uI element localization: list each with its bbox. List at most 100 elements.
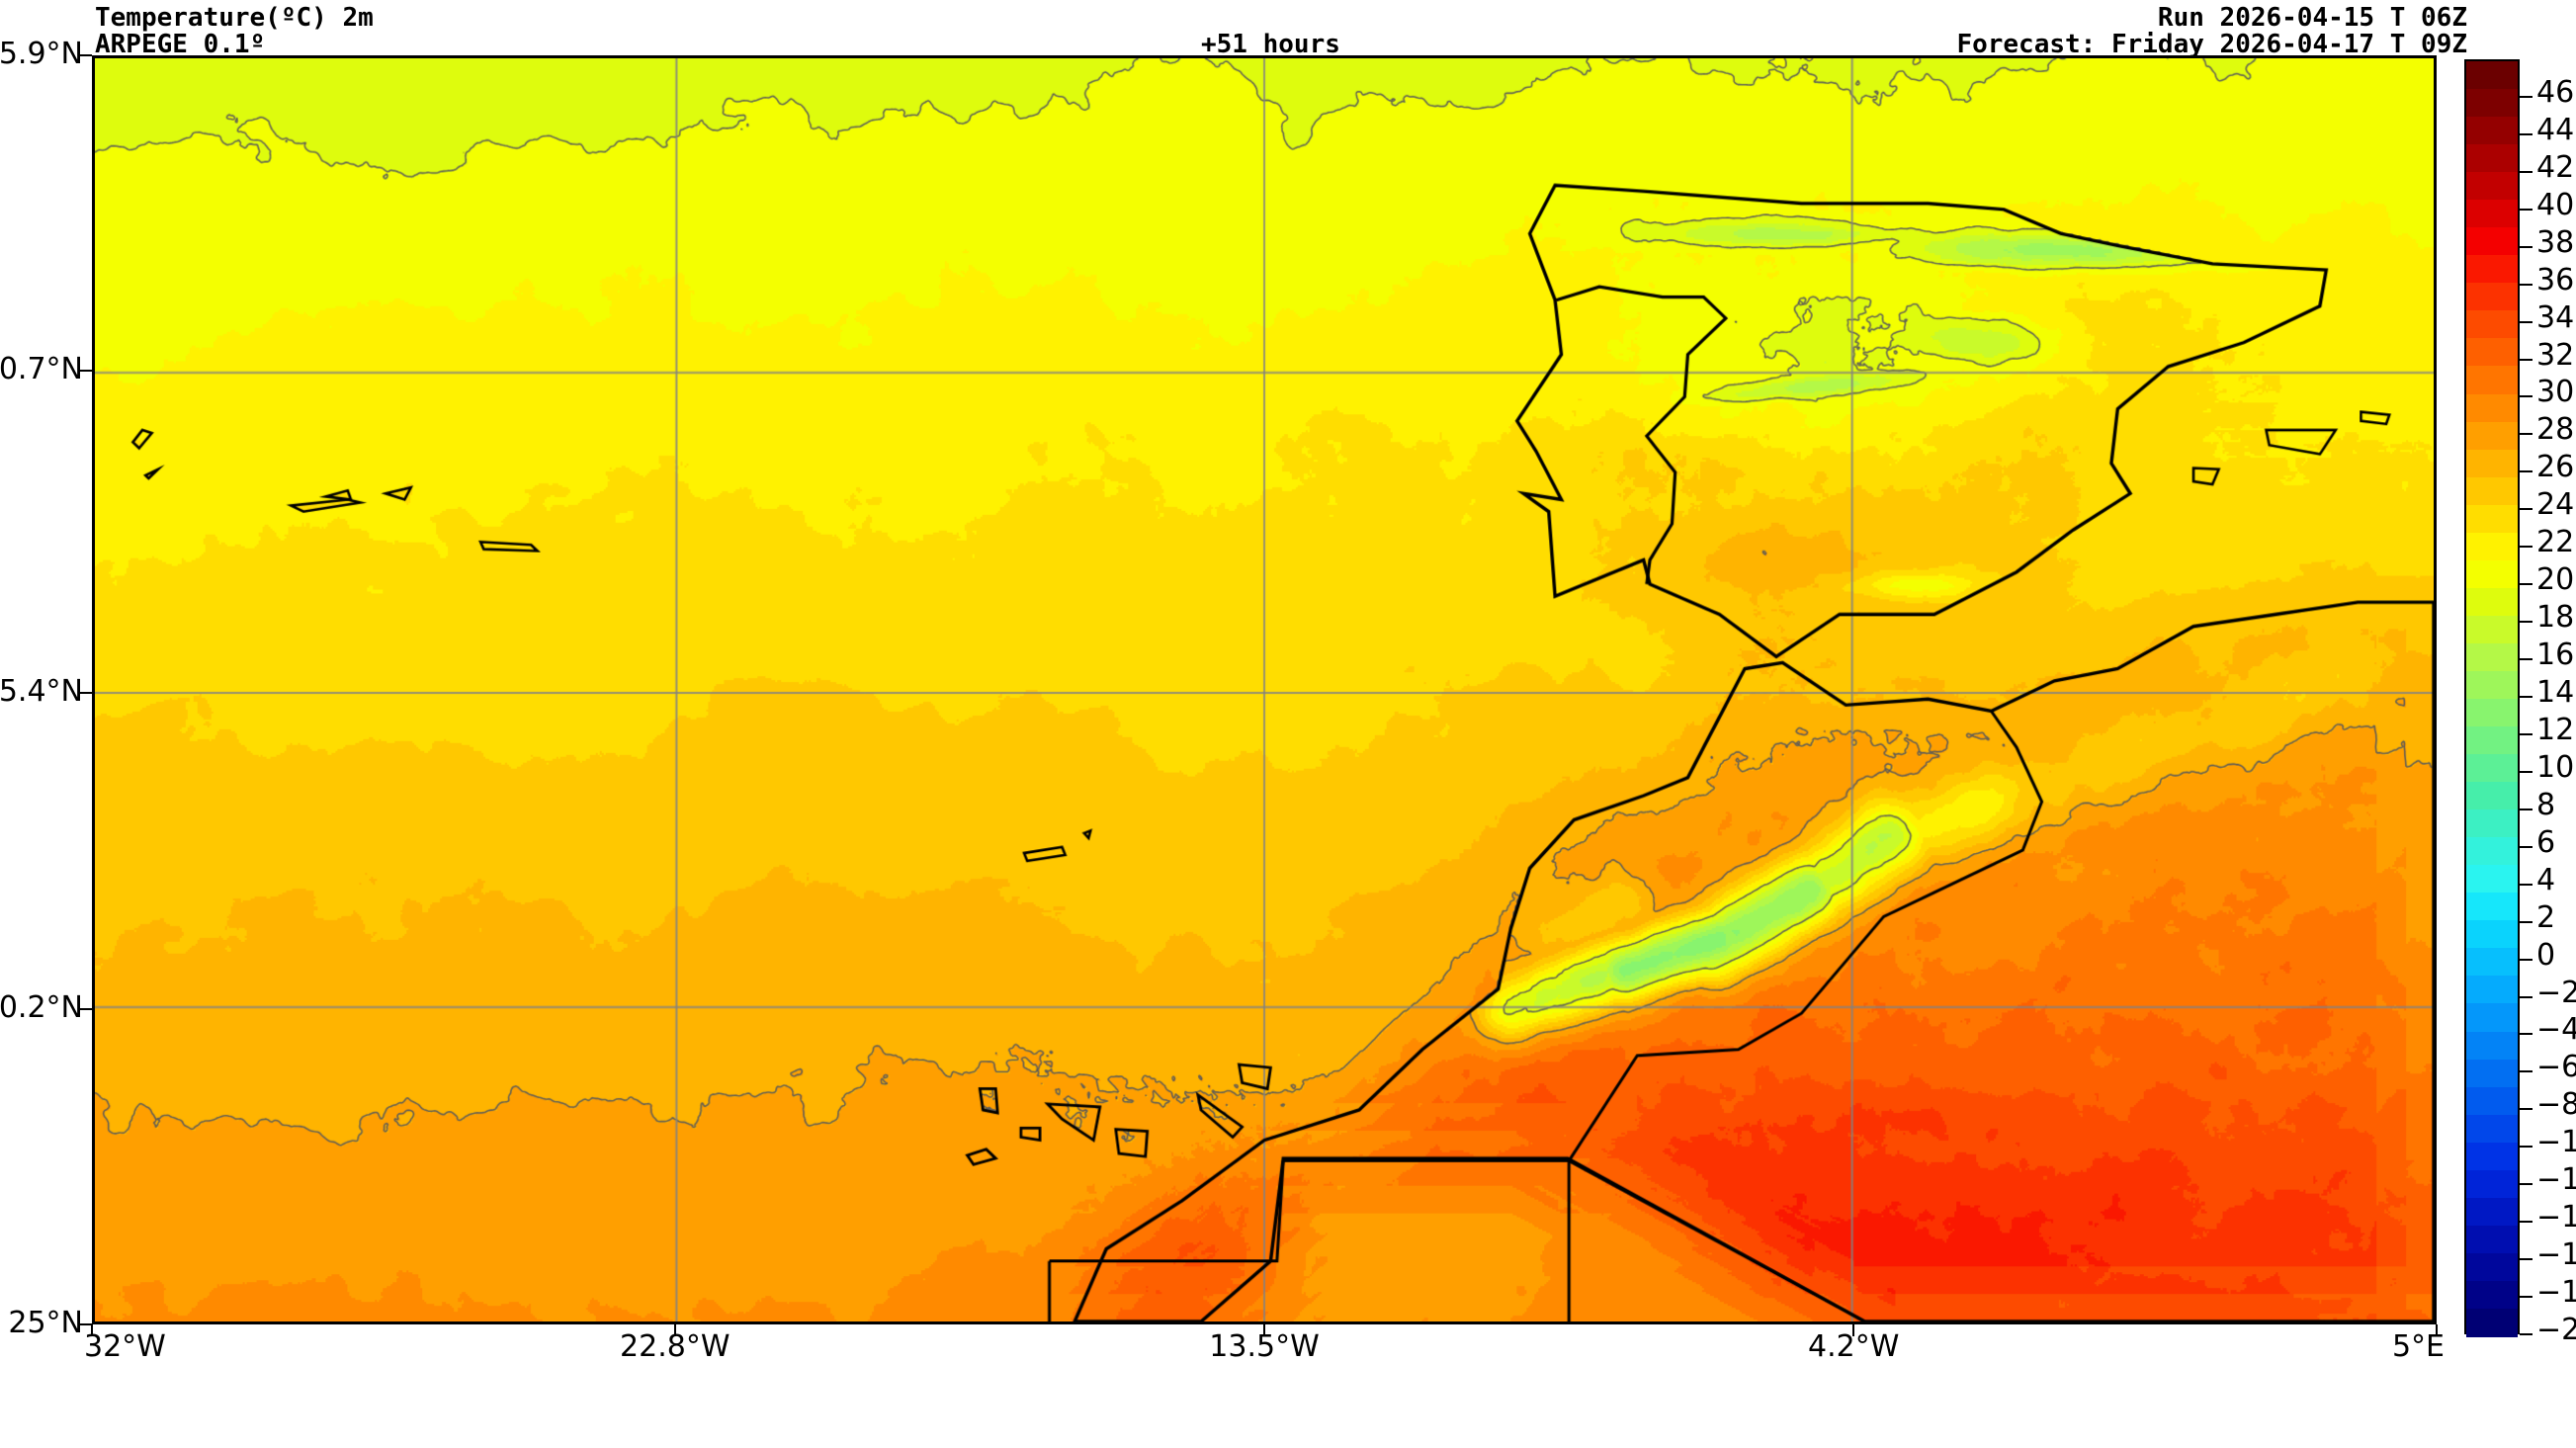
colorbar-segment	[2466, 699, 2518, 727]
colorbar-segment	[2466, 1308, 2518, 1337]
colorbar-segment	[2466, 1252, 2518, 1282]
colorbar-label: 30	[2536, 375, 2575, 410]
colorbar-tick	[2520, 433, 2533, 436]
colorbar-segment	[2466, 117, 2518, 145]
colorbar-tick	[2520, 583, 2533, 586]
colorbar-label: 36	[2536, 262, 2575, 298]
colorbar-label: 46	[2536, 74, 2575, 110]
colorbar-label: 4	[2536, 862, 2556, 897]
colorbar-label: 38	[2536, 224, 2575, 260]
colorbar-segment	[2466, 948, 2518, 978]
colorbar-segment	[2466, 255, 2518, 285]
colorbar-tick	[2520, 920, 2533, 923]
colorbar-segment	[2466, 754, 2518, 783]
colorbar-segment	[2466, 670, 2518, 700]
colorbar-label: 6	[2536, 824, 2556, 860]
colorbar-segment	[2466, 200, 2518, 229]
colorbar-segment	[2466, 865, 2518, 894]
colorbar-tick	[2520, 1033, 2533, 1036]
y-axis-tick	[80, 54, 92, 56]
colorbar-segment	[2466, 642, 2518, 672]
colorbar-tick	[2520, 320, 2533, 323]
colorbar-tick	[2520, 883, 2533, 886]
colorbar-tick	[2520, 1333, 2533, 1335]
colorbar-label: 26	[2536, 450, 2575, 485]
y-axis-label: 45.9°N	[0, 37, 83, 71]
colorbar-label: −14	[2536, 1200, 2576, 1235]
colorbar-label: 42	[2536, 149, 2575, 185]
colorbar-segment	[2466, 920, 2518, 950]
colorbar-tick	[2520, 1146, 2533, 1149]
page-title: Temperature(ºC) 2m	[95, 3, 374, 33]
colorbar-tick	[2520, 1258, 2533, 1261]
colorbar-tick	[2520, 732, 2533, 735]
y-axis-label: 35.4°N	[0, 674, 83, 710]
run-label: Run 2026-04-15 T 06Z	[2157, 3, 2467, 33]
forecast-label: Forecast: Friday 2026-04-17 T 09Z	[1956, 30, 2467, 59]
colorbar-label: −18	[2536, 1275, 2576, 1311]
y-axis-tick	[80, 370, 92, 373]
colorbar-tick	[2520, 283, 2533, 286]
colorbar-tick	[2520, 546, 2533, 549]
colorbar-label: −8	[2536, 1087, 2576, 1123]
colorbar-segment	[2466, 1280, 2518, 1310]
temperature-map-plot	[92, 55, 2437, 1324]
colorbar-segment	[2466, 1142, 2518, 1171]
colorbar-tick	[2520, 621, 2533, 624]
colorbar-tick	[2520, 1296, 2533, 1299]
x-axis-label: 5°E	[2391, 1329, 2445, 1364]
colorbar-label: 0	[2536, 937, 2556, 973]
colorbar-label: 24	[2536, 487, 2575, 523]
colorbar-segment	[2466, 421, 2518, 451]
colorbar-segment	[2466, 89, 2518, 118]
colorbar-tick	[2520, 508, 2533, 511]
colorbar-label: 10	[2536, 749, 2575, 785]
colorbar-tick	[2520, 170, 2533, 173]
colorbar-tick	[2520, 395, 2533, 398]
colorbar-label: 12	[2536, 712, 2575, 747]
colorbar-tick	[2520, 845, 2533, 848]
colorbar-label: −20	[2536, 1313, 2576, 1347]
x-axis-label: 4.2°W	[1808, 1329, 1900, 1364]
colorbar-tick	[2520, 1108, 2533, 1111]
colorbar-label: −16	[2536, 1237, 2576, 1273]
chart-header: Temperature(ºC) 2m ARPEGE 0.1º +51 hours…	[0, 0, 2576, 59]
colorbar-tick	[2520, 1183, 2533, 1186]
colorbar-segment	[2466, 310, 2518, 340]
colorbar-label: −6	[2536, 1050, 2576, 1085]
colorbar-segment	[2466, 559, 2518, 589]
colorbar-label: −4	[2536, 1012, 2576, 1048]
colorbar-label: 44	[2536, 112, 2575, 147]
colorbar-tick	[2520, 132, 2533, 135]
x-axis-tick	[1852, 1324, 1855, 1336]
colorbar-segment	[2466, 504, 2518, 534]
colorbar-segment	[2466, 366, 2518, 395]
x-axis-tick	[91, 1324, 93, 1336]
colorbar-segment	[2466, 449, 2518, 478]
colorbar-label: 32	[2536, 337, 2575, 373]
colorbar-tick	[2520, 995, 2533, 998]
y-axis-label: 30.2°N	[0, 989, 83, 1025]
colorbar-segment	[2466, 476, 2518, 506]
colorbar-label: −10	[2536, 1125, 2576, 1160]
colorbar-tick	[2520, 245, 2533, 248]
y-axis-tick	[80, 1323, 92, 1325]
colorbar-segment	[2466, 809, 2518, 838]
colorbar-tick	[2520, 1221, 2533, 1224]
colorbar-label: 20	[2536, 562, 2575, 598]
y-axis-label: 25°N	[8, 1306, 83, 1340]
colorbar-segment	[2466, 587, 2518, 617]
colorbar-tick	[2520, 696, 2533, 698]
colorbar-tick	[2520, 658, 2533, 661]
colorbar-segment	[2466, 532, 2518, 561]
colorbar-segment	[2466, 615, 2518, 644]
colorbar-segment	[2466, 1225, 2518, 1254]
colorbar-tick	[2520, 770, 2533, 773]
colorbar-label: −2	[2536, 975, 2576, 1010]
x-axis-tick	[2436, 1324, 2438, 1336]
colorbar-label: 18	[2536, 600, 2575, 636]
colorbar-segment	[2466, 393, 2518, 423]
lead-time-label: +51 hours	[1201, 30, 1340, 59]
colorbar-segment	[2466, 1169, 2518, 1199]
colorbar-segment	[2466, 1003, 2518, 1033]
